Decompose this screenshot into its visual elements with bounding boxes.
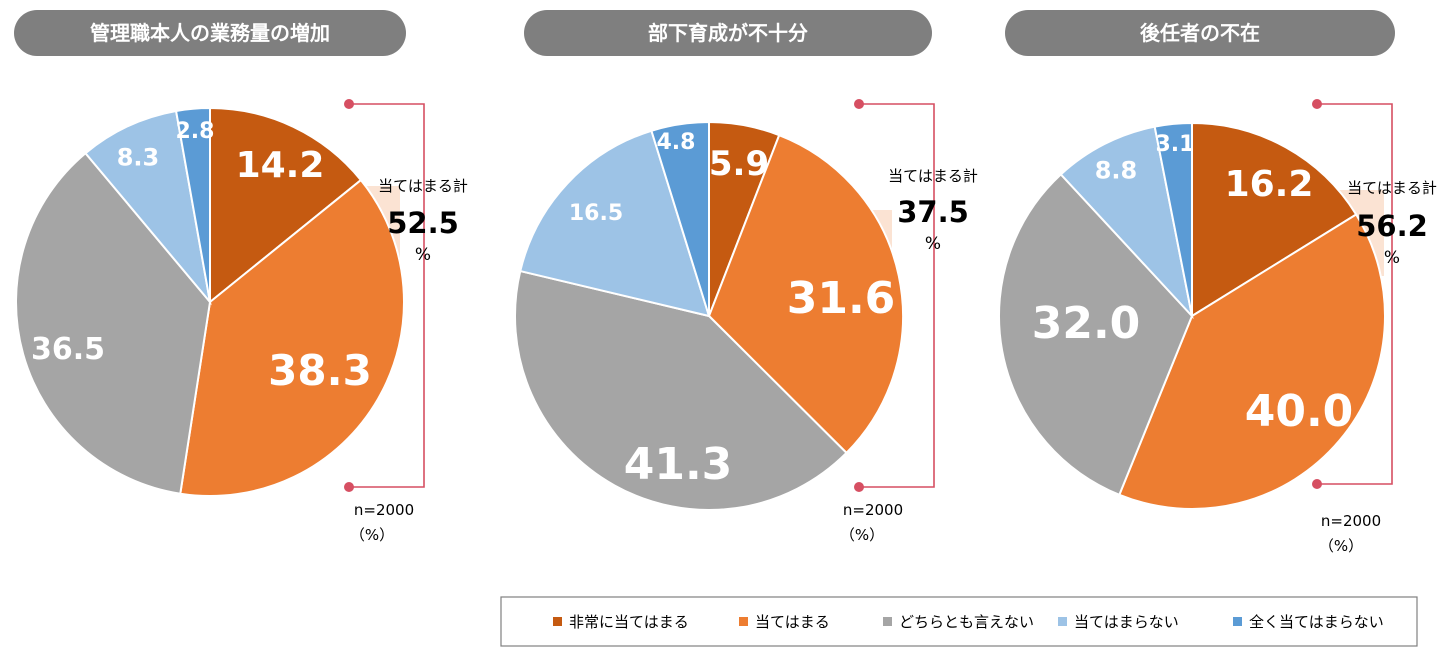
slice-label-3: 32.0 (1032, 298, 1141, 349)
legend-label: 当てはまる (755, 613, 830, 631)
summary-value: 37.5 (897, 195, 969, 229)
slice-label-1: 5.9 (709, 144, 769, 184)
sum-bracket (1317, 103, 1393, 485)
pie-slice-5 (650, 120, 710, 317)
slice-label-5: 2.8 (176, 119, 215, 144)
legend-swatch (553, 617, 562, 626)
legend-item-4: 当てはまらない (1058, 613, 1179, 631)
charts-group: 管理職本人の業務量の増加 14.2 38.3 36.5 8.3 2.8 当てはまる計 52.5… (14, 10, 1437, 555)
sample-size-note: n=2000 (843, 501, 903, 519)
pie-slice-3 (15, 151, 212, 495)
pie-slice-1 (1191, 121, 1358, 318)
legend-label: 当てはまらない (1074, 613, 1179, 631)
pie-slice-1 (209, 106, 363, 305)
summary-value: 56.2 (1356, 209, 1428, 243)
sample-size-note: n=2000 (1321, 512, 1381, 530)
pie-slice-2 (179, 178, 405, 497)
pie-chart-2: 部下育成が不十分 5.9 31.6 41.3 16.5 4.8 当てはまる計 37.5% n=2… (514, 10, 978, 544)
summary-unit: % (415, 245, 431, 265)
summary-title: 当てはまる計 (1347, 179, 1437, 197)
slice-label-1: 16.2 (1225, 164, 1314, 205)
summary-unit: % (925, 234, 941, 254)
slice-label-2: 31.6 (787, 273, 896, 324)
summary-title: 当てはまる計 (378, 177, 468, 195)
pie-slice-4 (84, 109, 212, 306)
slice-label-1: 14.2 (236, 145, 325, 186)
slice-label-4: 8.8 (1095, 157, 1138, 185)
slice-label-3: 41.3 (624, 439, 733, 490)
chart-title-pill (524, 10, 932, 56)
pie-slice-3 (514, 269, 848, 511)
legend-swatch (1233, 617, 1242, 626)
sample-size-note: n=2000 (354, 501, 414, 519)
legend: 非常に当てはまる 当てはまる どちらとも言えない 当てはまらない 全く当てはまらない (500, 596, 1418, 647)
pie-slice-2 (1118, 213, 1386, 510)
slice-label-5: 3.1 (1156, 132, 1195, 157)
bracket-dot-top (854, 99, 864, 109)
legend-item-2: 当てはまる (739, 613, 830, 631)
chart-title-pill (1005, 10, 1395, 56)
bracket-dot-bottom (1312, 479, 1322, 489)
pie-slice-5 (174, 106, 211, 303)
legend-item-1: 非常に当てはまる (553, 613, 689, 631)
chart-title: 管理職本人の業務量の増加 (90, 21, 330, 45)
bracket-dot-bottom (854, 482, 864, 492)
slice-label-5: 4.8 (657, 130, 696, 155)
legend-item-5: 全く当てはまらない (1233, 613, 1384, 631)
slice-label-2: 40.0 (1245, 386, 1354, 437)
slice-label-4: 16.5 (569, 201, 623, 226)
summary-title: 当てはまる計 (888, 167, 978, 185)
unit-note: （%） (1319, 537, 1363, 555)
slice-label-3: 36.5 (31, 332, 105, 367)
chart-title: 部下育成が不十分 (648, 21, 808, 45)
chart-title: 後任者の不在 (1140, 21, 1260, 45)
bracket-dot-top (1312, 99, 1322, 109)
sum-bracket (349, 103, 425, 488)
bracket-dot-top (344, 99, 354, 109)
legend-swatch (1058, 617, 1067, 626)
legend-box (500, 596, 1418, 647)
legend-swatch (883, 617, 892, 626)
pie-chart-1: 管理職本人の業務量の増加 14.2 38.3 36.5 8.3 2.8 当てはまる計 52.5… (14, 10, 468, 544)
unit-note: （%） (350, 526, 394, 544)
pie-slice-3 (997, 172, 1194, 497)
unit-note: （%） (840, 526, 884, 544)
pie-slice-2 (707, 133, 904, 455)
pie-slice-4 (1059, 125, 1194, 320)
legend-swatch (739, 617, 748, 626)
pie-slice-5 (1153, 121, 1193, 317)
summary-unit: % (1384, 248, 1400, 268)
slice-label-2: 38.3 (268, 346, 372, 395)
sum-bracket (859, 103, 935, 488)
legend-label: どちらとも言えない (899, 613, 1034, 631)
pie-slice-4 (519, 129, 711, 318)
legend-item-3: どちらとも言えない (883, 613, 1034, 631)
summary-value: 52.5 (387, 206, 459, 240)
legend-label: 全く当てはまらない (1249, 613, 1384, 631)
bracket-dot-bottom (344, 482, 354, 492)
pie-chart-3: 後任者の不在 16.2 40.0 32.0 8.8 3.1 当てはまる計 56.2% n=200… (997, 10, 1437, 555)
slice-label-4: 8.3 (117, 144, 160, 172)
chart-title-pill (14, 10, 406, 56)
legend-label: 非常に当てはまる (569, 613, 689, 631)
